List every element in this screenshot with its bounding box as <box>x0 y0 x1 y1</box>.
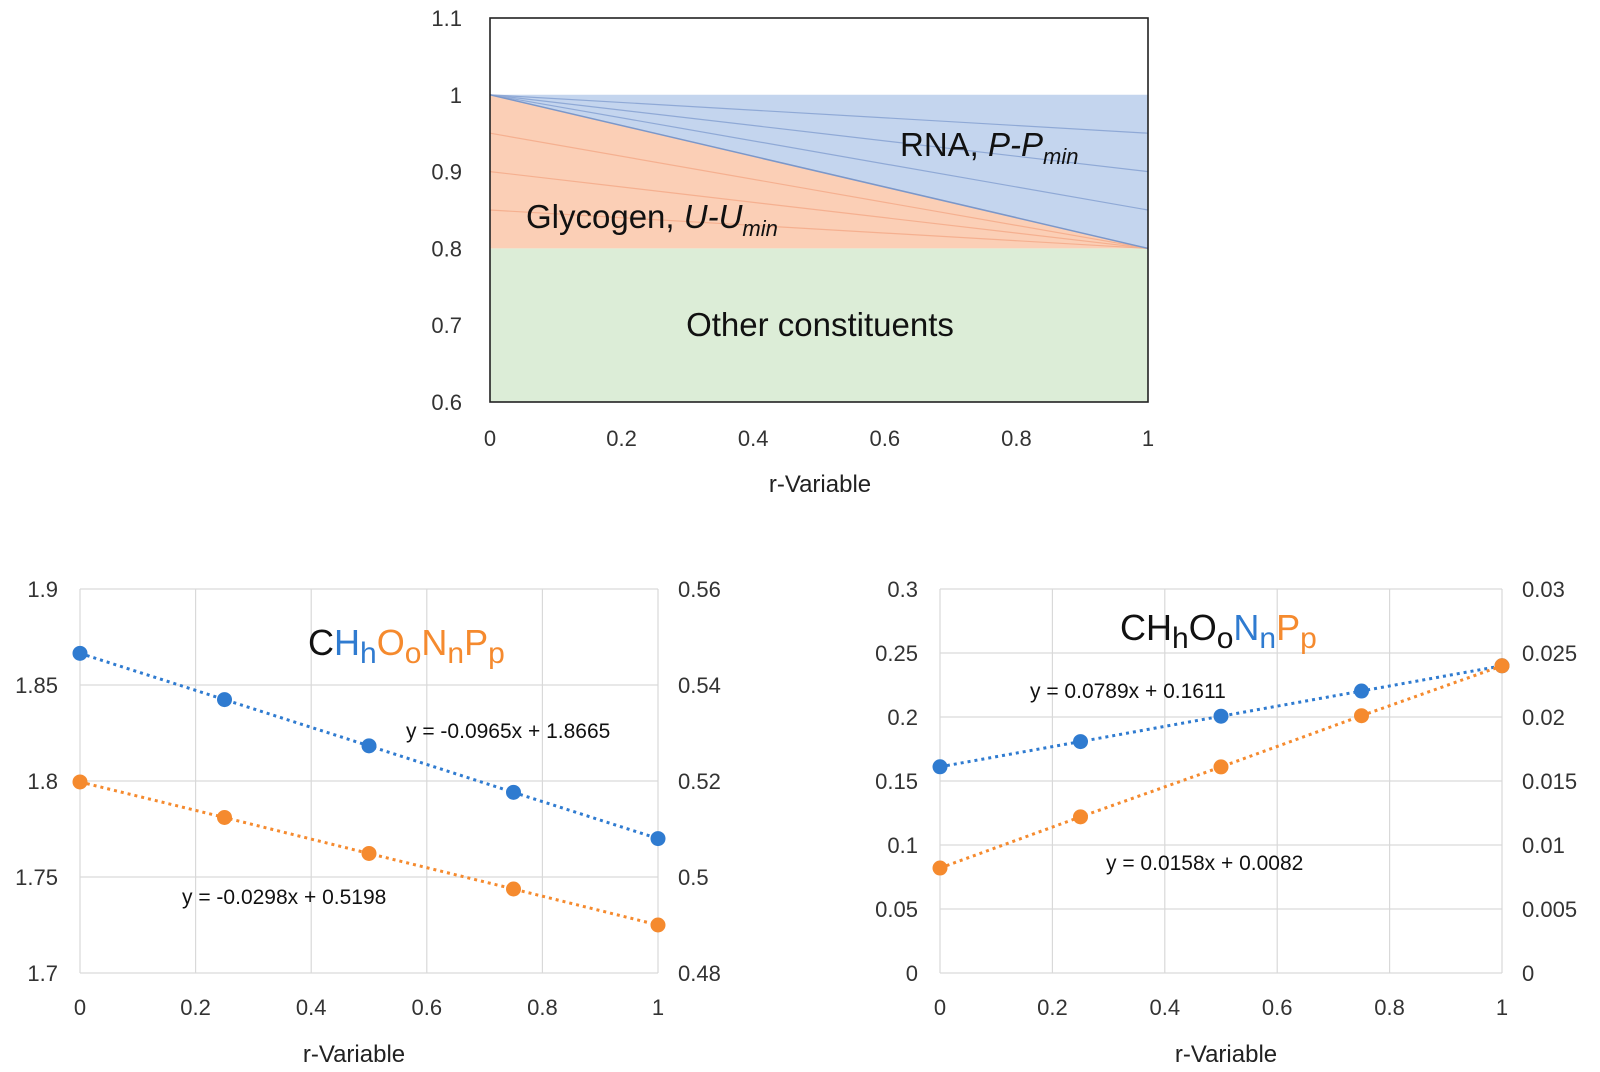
left-y-tick-label: 0.1 <box>887 833 918 858</box>
data-point-n <box>932 759 948 775</box>
h-o-chart: 1.7 1.75 1.8 1.85 1.9 0.48 0.5 0.52 0.54 0.56 0 0.2… <box>15 577 721 1068</box>
left-y-tick-label: 1.8 <box>27 769 58 794</box>
data-point-o <box>506 881 521 897</box>
x-tick-label: 0.8 <box>1001 426 1032 451</box>
data-point-o <box>72 774 88 790</box>
glycogen-fan-line <box>489 132 1149 249</box>
left-y-tick-label: 0.25 <box>875 641 918 666</box>
right-y-tick-label: 0.02 <box>1522 705 1565 730</box>
data-point-p <box>932 860 948 876</box>
trendline-o <box>79 780 659 927</box>
plot-frame <box>489 17 1149 403</box>
data-point-p <box>1354 708 1369 724</box>
x-tick-label: 0.8 <box>1374 995 1405 1020</box>
other-constituents-label: Other constituents <box>686 306 954 343</box>
x-tick-label: 0.2 <box>1037 995 1068 1020</box>
data-point-n <box>1073 734 1088 750</box>
n-trend-equation: y = 0.0789x + 0.1611 <box>1030 680 1226 703</box>
right-y-tick-label: 0.52 <box>678 769 721 794</box>
x-tick-label: 0.6 <box>1262 995 1293 1020</box>
composition-chart: 0.6 0.7 0.8 0.9 1 1.1 0 0.2 0.4 0.6 0.8 1 RNA, P-Pm… <box>431 6 1154 498</box>
y-tick-label: 1 <box>450 83 462 108</box>
data-point-h <box>361 738 377 754</box>
y-tick-label: 0.9 <box>431 160 462 185</box>
data-point-o <box>361 845 377 861</box>
x-tick-label: 0.2 <box>180 995 211 1020</box>
x-tick-label: 1 <box>652 995 664 1020</box>
rna-fan-line <box>489 94 1149 211</box>
data-point-h <box>72 645 88 661</box>
n-p-chart: 0 0.05 0.1 0.15 0.2 0.25 0.3 0 0.005 0.01 0.015 0.0… <box>875 577 1577 1068</box>
left-y-tick-label: 1.7 <box>27 961 58 986</box>
glycogen-region-label: Glycogen, U-Umin <box>526 198 778 241</box>
rna-fan-line <box>489 94 1149 173</box>
left-y-tick-label: 0.15 <box>875 769 918 794</box>
x-tick-label: 0 <box>484 426 496 451</box>
x-tick-label: 0.8 <box>527 995 558 1020</box>
data-point-o <box>217 809 232 825</box>
left-y-tick-label: 0.3 <box>887 577 918 602</box>
glycogen-fan-line <box>489 171 1149 249</box>
glycogen-fan-line <box>489 209 1149 249</box>
data-point-n <box>1354 683 1369 699</box>
y-tick-label: 1.1 <box>431 6 462 31</box>
data-point-n <box>1213 708 1229 724</box>
data-point-o <box>650 917 666 933</box>
x-tick-label: 0.6 <box>412 995 443 1020</box>
top-x-axis-label: r-Variable <box>769 471 871 498</box>
x-tick-label: 0 <box>934 995 946 1020</box>
left-y-tick-label: 1.9 <box>27 577 58 602</box>
right-y-tick-label: 0.01 <box>1522 833 1565 858</box>
data-point-p <box>1073 809 1088 825</box>
right-y-tick-label: 0.54 <box>678 673 721 698</box>
region-other-constituents <box>490 248 1148 402</box>
rna-glycogen-boundary <box>489 94 1149 250</box>
x-tick-label: 0.2 <box>606 426 637 451</box>
right-y-tick-label: 0.48 <box>678 961 721 986</box>
x-tick-label: 0.4 <box>738 426 769 451</box>
data-point-h <box>217 692 232 708</box>
trendline-p <box>939 664 1503 870</box>
o-trend-equation: y = -0.0298x + 0.5198 <box>182 886 386 909</box>
data-point-h <box>506 784 521 800</box>
data-point-h <box>650 831 666 847</box>
formula-label: CHhOoNnPp <box>308 622 505 670</box>
h-trend-equation: y = -0.0965x + 1.8665 <box>406 720 610 743</box>
right-y-tick-label: 0.025 <box>1522 641 1577 666</box>
br-x-axis-label: r-Variable <box>1175 1041 1277 1068</box>
right-y-tick-label: 0.03 <box>1522 577 1565 602</box>
y-tick-label: 0.8 <box>431 236 462 261</box>
right-y-tick-label: 0.5 <box>678 865 709 890</box>
x-tick-label: 0.6 <box>870 426 901 451</box>
left-y-tick-label: 0 <box>906 961 918 986</box>
data-point-p <box>1494 658 1510 674</box>
left-y-tick-label: 0.2 <box>887 705 918 730</box>
p-trend-equation: y = 0.0158x + 0.0082 <box>1106 852 1303 875</box>
right-y-tick-label: 0.015 <box>1522 769 1577 794</box>
y-tick-label: 0.6 <box>431 390 462 415</box>
left-y-tick-label: 1.85 <box>15 673 58 698</box>
x-tick-label: 0.4 <box>296 995 327 1020</box>
rna-fan-line <box>489 94 1149 134</box>
y-tick-label: 0.7 <box>431 313 462 338</box>
x-tick-label: 1 <box>1142 426 1154 451</box>
left-y-tick-label: 0.05 <box>875 897 918 922</box>
rna-region-label: RNA, P-Pmin <box>900 126 1078 169</box>
left-y-tick-label: 1.75 <box>15 865 58 890</box>
right-y-tick-label: 0.56 <box>678 577 721 602</box>
data-point-p <box>1213 759 1229 775</box>
x-tick-label: 0 <box>74 995 86 1020</box>
x-tick-label: 1 <box>1496 995 1508 1020</box>
formula-label: CHhOoNnPp <box>1120 607 1317 655</box>
bl-x-axis-label: r-Variable <box>303 1041 405 1068</box>
right-y-tick-label: 0.005 <box>1522 897 1577 922</box>
right-y-tick-label: 0 <box>1522 961 1534 986</box>
x-tick-label: 0.4 <box>1150 995 1181 1020</box>
